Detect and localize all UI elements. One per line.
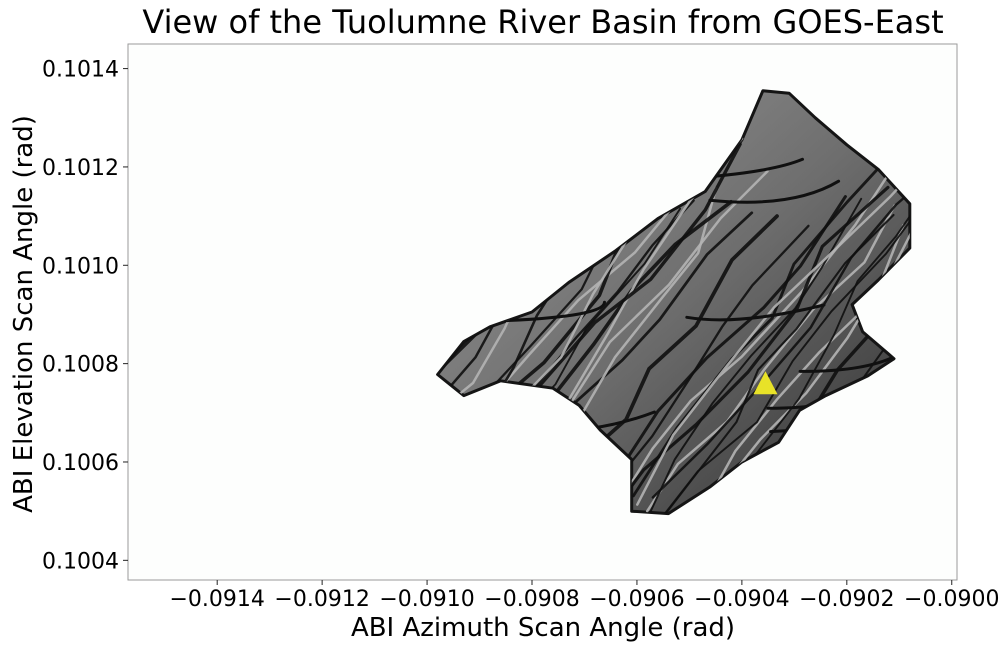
y-axis-label: ABI Elevation Scan Angle (rad) <box>9 115 39 513</box>
x-tick-label: −0.0906 <box>589 587 684 612</box>
ridge-line <box>955 217 1000 510</box>
y-tick-label: 0.1012 <box>42 156 119 181</box>
x-tick-label: −0.0900 <box>904 587 999 612</box>
x-tick-label: −0.0904 <box>694 587 789 612</box>
ridge-line <box>631 151 895 498</box>
x-tick-label: −0.0908 <box>484 587 579 612</box>
y-axis: 0.1004 0.1006 0.1008 0.1010 0.1012 0.1014 <box>42 58 128 574</box>
ridge-line <box>982 232 1000 533</box>
river-channel <box>685 303 826 322</box>
x-tick-label: −0.0914 <box>169 587 264 612</box>
x-axis-label: ABI Azimuth Scan Angle (rad) <box>351 613 735 643</box>
x-tick-label: −0.0910 <box>379 587 474 612</box>
river-channel <box>504 300 606 323</box>
marker-layer <box>753 371 778 395</box>
x-tick-label: −0.0912 <box>274 587 369 612</box>
site-marker-triangle <box>753 371 778 395</box>
ridge-line <box>610 167 894 514</box>
ridge-line <box>597 185 890 514</box>
ridge-line <box>645 204 896 513</box>
plot-frame <box>127 43 958 581</box>
y-tick-label: 0.1008 <box>42 353 119 378</box>
y-tick-label: 0.1010 <box>42 254 119 279</box>
ridge-line <box>437 197 681 514</box>
ridge-line <box>649 186 910 514</box>
x-axis: −0.0914 −0.0912 −0.0910 −0.0908 −0.0906 −0.09… <box>169 580 999 612</box>
ridge-line <box>644 197 863 514</box>
ridge-line <box>651 146 910 499</box>
chart-title: View of the Tuolumne River Basin from GO… <box>142 3 943 41</box>
y-tick-label: 0.1014 <box>42 58 119 83</box>
y-tick-label: 0.1004 <box>42 549 119 574</box>
x-tick-label: −0.0902 <box>799 587 894 612</box>
y-tick-label: 0.1006 <box>42 451 119 476</box>
ridge-line <box>701 165 910 512</box>
ridge-line <box>636 152 910 506</box>
river-channel <box>708 179 841 204</box>
